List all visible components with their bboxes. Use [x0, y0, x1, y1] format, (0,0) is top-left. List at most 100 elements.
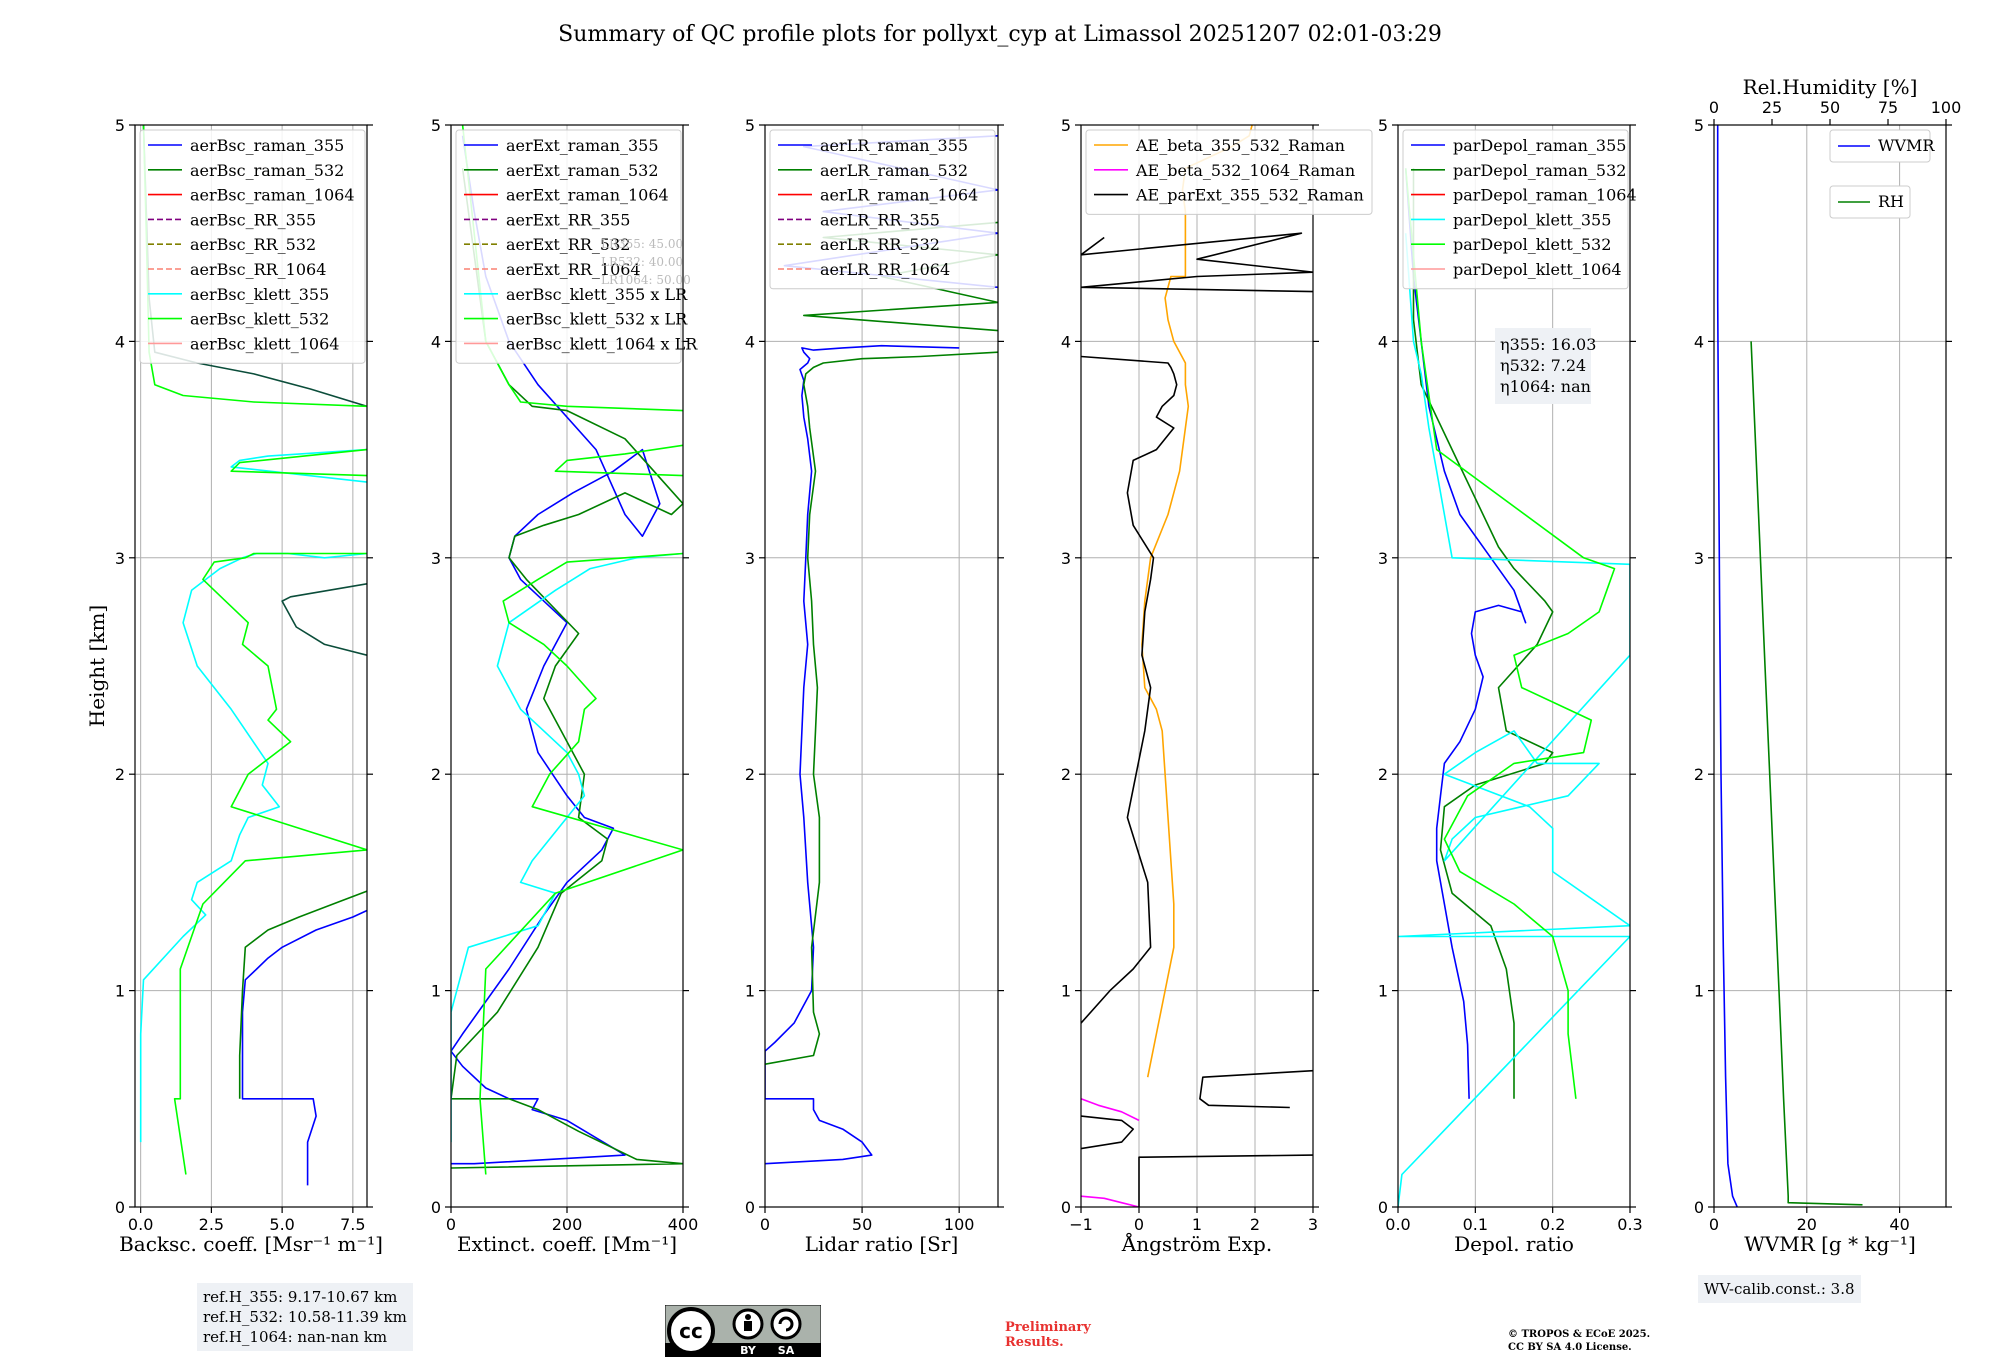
x-tick-label: 40 — [1889, 1215, 1909, 1234]
y-tick-label: 1 — [1378, 982, 1388, 1001]
x-axis-label: Ångström Exp. — [1121, 1231, 1272, 1256]
x-tick-label: 0 — [760, 1215, 770, 1234]
legend-label: AE_parExt_355_532_Raman — [1135, 186, 1364, 205]
y-tick-label: 2 — [1378, 765, 1388, 784]
legend-label: WVMR — [1878, 136, 1935, 155]
y-tick-label: 1 — [745, 982, 755, 1001]
y-tick-label: 3 — [1694, 549, 1704, 568]
top-x-tick-label: 0 — [1709, 98, 1719, 117]
y-tick-label: 2 — [431, 765, 441, 784]
lidar-ratio-label: LR532: 40.00 — [601, 255, 683, 269]
y-tick-label: 4 — [745, 332, 755, 351]
x-tick-label: 0 — [1709, 1215, 1719, 1234]
y-tick-label: 3 — [1061, 549, 1071, 568]
y-tick-label: 1 — [115, 982, 125, 1001]
y-tick-label: 2 — [1061, 765, 1071, 784]
panel-bsc: 0.0 2.5 5.0 7.5 0 1 2 3 4 5 Backsc. coeff. [Msr⁻¹ … — [115, 116, 383, 1256]
y-tick-label: 5 — [1694, 116, 1704, 135]
preliminary-line-2: Results. — [1005, 1335, 1064, 1350]
series-line-aerBsc_raman_532 — [238, 890, 367, 1099]
x-tick-label: 50 — [852, 1215, 872, 1234]
legend-label: aerLR_RR_532 — [820, 235, 940, 254]
copyright-line-1: © TROPOS & ECoE 2025. — [1508, 1329, 1651, 1340]
lidar-ratio-label: LR355: 45.00 — [601, 237, 683, 251]
wv-calib-const: WV-calib.const.: 3.8 — [1704, 1280, 1855, 1298]
legend-box — [139, 129, 366, 364]
legend-label: aerLR_RR_1064 — [820, 260, 950, 279]
y-tick-label: 2 — [115, 765, 125, 784]
x-tick-label: 0 — [446, 1215, 456, 1234]
panel-wv: 0 25 50 75 100 Rel.Humidity [%] 0 20 40 0 1 2 3 4 5 WVM… — [1694, 75, 1961, 1256]
legend-label: aerExt_raman_355 — [506, 136, 659, 155]
legend-label: aerBsc_klett_355 x LR — [506, 285, 688, 304]
y-tick-label: 0 — [1378, 1198, 1388, 1217]
x-tick-label: 20 — [1797, 1215, 1817, 1234]
legend-label: aerLR_raman_1064 — [820, 186, 978, 205]
series-line-AE_parExt_hook — [1199, 1069, 1313, 1109]
eta-box — [1495, 328, 1591, 404]
x-tick-label: 400 — [668, 1215, 699, 1234]
ref-h-532: ref.H_532: 10.58-11.39 km — [203, 1308, 407, 1326]
x-tick-label: 7.5 — [340, 1215, 365, 1234]
top-axis-label: Rel.Humidity [%] — [1743, 75, 1918, 99]
x-tick-label: 2.5 — [199, 1215, 224, 1234]
eta-label: η355: 16.03 — [1500, 335, 1596, 354]
legend-label: aerExt_RR_355 — [506, 210, 630, 229]
legend-box — [455, 129, 682, 364]
y-tick-label: 5 — [1378, 116, 1388, 135]
legend-label: RH — [1878, 192, 1904, 211]
figure-title: Summary of QC profile plots for pollyxt_… — [558, 22, 1442, 47]
series-line-parDepol_raman_532 — [1412, 168, 1554, 1099]
x-tick-label: 0.2 — [1540, 1215, 1565, 1234]
top-x-tick-label: 25 — [1762, 98, 1782, 117]
y-tick-label: 2 — [1694, 765, 1704, 784]
x-axis-label: Depol. ratio — [1454, 1232, 1574, 1256]
series-line-WVMR — [1716, 125, 1738, 1207]
series-line-aerLR_raman_532 — [765, 351, 998, 1065]
lidar-ratio-label: LR1064: 50.00 — [601, 273, 691, 287]
legend-label: aerBsc_klett_1064 x LR — [506, 334, 698, 353]
y-tick-label: 4 — [431, 332, 441, 351]
y-axis-label: Height [km] — [85, 605, 109, 727]
legend-box — [769, 129, 996, 290]
panel-depol: 0.0 0.1 0.2 0.3 0 1 2 3 4 5 Depol. ratio parDepol_r… — [1378, 116, 1643, 1256]
copyright-line-2: CC BY SA 4.0 License. — [1508, 1342, 1632, 1353]
legend-label: aerBsc_raman_355 — [190, 136, 344, 155]
y-tick-label: 3 — [745, 549, 755, 568]
series-line-aerBsc_klett_355_upper — [230, 448, 367, 483]
axes-frame — [134, 124, 368, 1208]
x-axis-label: Backsc. coeff. [Msr⁻¹ m⁻¹] — [119, 1232, 383, 1256]
x-tick-label: 2 — [1250, 1215, 1260, 1234]
eta-label: η532: 7.24 — [1500, 356, 1586, 375]
y-tick-label: 1 — [431, 982, 441, 1001]
y-tick-label: 3 — [431, 549, 441, 568]
legend-label: aerBsc_RR_532 — [190, 235, 316, 254]
x-tick-label: 0.1 — [1463, 1215, 1488, 1234]
y-tick-label: 4 — [115, 332, 125, 351]
legend-label: parDepol_raman_532 — [1453, 161, 1626, 180]
series-line-AE_parExt_low — [1081, 1115, 1134, 1150]
legend-box — [1402, 129, 1629, 290]
y-tick-label: 4 — [1694, 332, 1704, 351]
series-line-aerBsc_raman_355 — [241, 909, 367, 1186]
legend-label: aerLR_raman_355 — [820, 136, 968, 155]
panel-lr: 0 50 100 0 1 2 3 4 5 Lidar ratio [Sr] aerLR_raman_… — [745, 116, 1004, 1256]
legend-label: aerExt_raman_532 — [506, 161, 659, 180]
y-tick-label: 0 — [1694, 1198, 1704, 1217]
legend-label: parDepol_klett_532 — [1453, 235, 1611, 254]
series-line-parDepol_klett_532 — [1404, 168, 1616, 1099]
legend-label: parDepol_raman_355 — [1453, 136, 1626, 155]
legend-label: aerLR_RR_355 — [820, 210, 940, 229]
y-tick-label: 3 — [1378, 549, 1388, 568]
y-tick-label: 0 — [1061, 1198, 1071, 1217]
y-tick-label: 0 — [431, 1198, 441, 1217]
legend-label: AE_beta_355_532_Raman — [1135, 136, 1345, 155]
series-line-aerBsc_klett_355 x LR — [451, 552, 683, 1143]
x-tick-label: 0.3 — [1617, 1215, 1642, 1234]
ref-h-355: ref.H_355: 9.17-10.67 km — [203, 1288, 398, 1306]
legend-box — [1829, 129, 1931, 163]
legend-box — [1085, 129, 1373, 215]
y-tick-label: 0 — [745, 1198, 755, 1217]
cc-text: cc — [679, 1319, 703, 1343]
